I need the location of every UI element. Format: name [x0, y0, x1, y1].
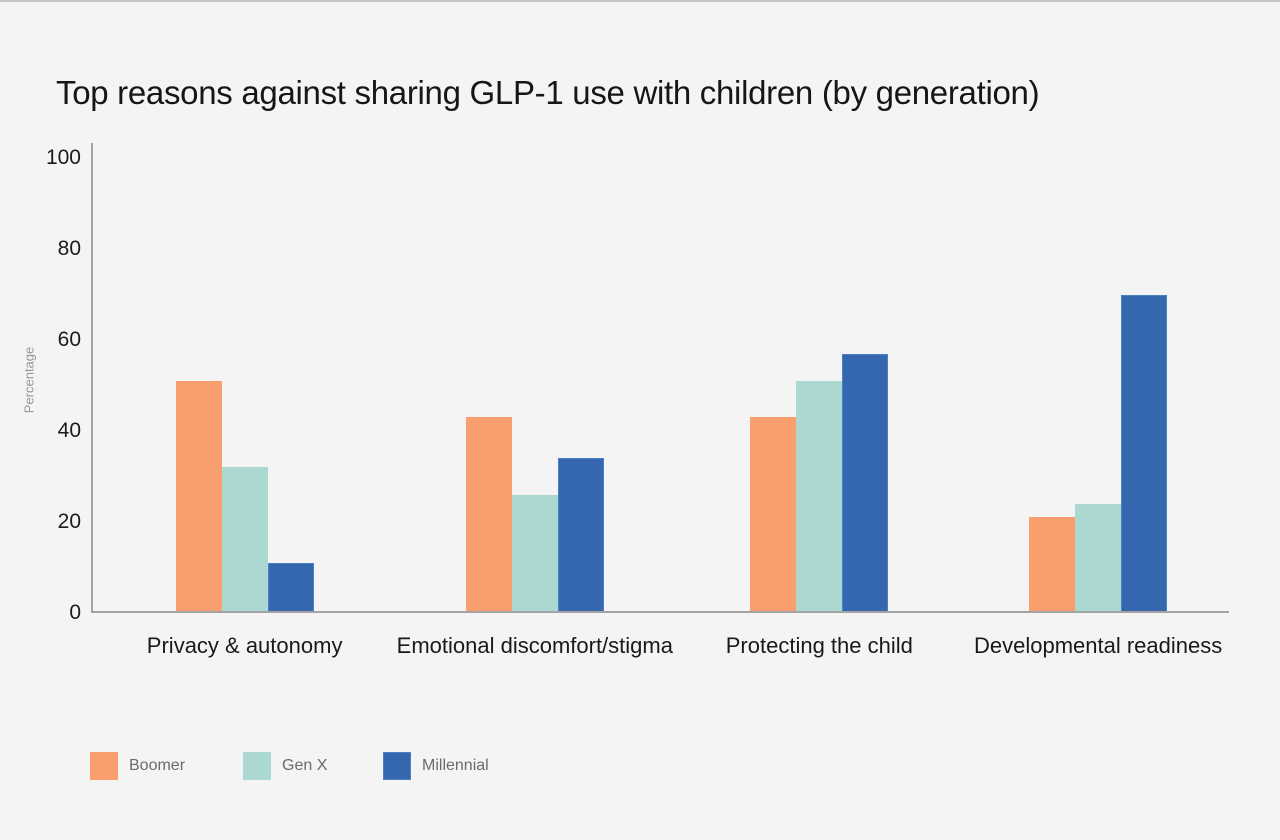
legend-label-boomer: Boomer	[129, 757, 186, 774]
bar-gen-x-protecting-the-child	[796, 380, 843, 613]
y-tick-label-80: 80	[57, 237, 81, 260]
bar-boomer-protecting-the-child	[750, 417, 797, 613]
bar-boomer-developmental-readiness	[1029, 517, 1076, 613]
x-axis: Privacy & autonomy Emotional discomfort/s…	[91, 633, 1229, 663]
chart-title: Top reasons against sharing GLP-1 use wi…	[56, 74, 1040, 112]
bar-boomer-privacy-autonomy	[175, 380, 222, 613]
bar-gen-x-privacy-autonomy	[221, 467, 268, 613]
bar-millennial-protecting-the-child	[842, 353, 889, 613]
y-axis: 0 20 40 60 80 100	[0, 143, 81, 624]
bar-millennial-developmental-readiness	[1121, 294, 1168, 613]
x-axis-line	[91, 611, 1229, 613]
y-tick-label-0: 0	[69, 601, 81, 624]
x-axis-label-developmental-readiness: Developmental readiness	[973, 633, 1223, 658]
plot-area	[91, 143, 1229, 613]
y-tick-label-100: 100	[45, 146, 81, 169]
y-axis-title: Percentage	[21, 346, 37, 414]
x-axis-label-privacy-autonomy: Privacy & autonomy	[146, 633, 343, 658]
x-axis-label-protecting-the-child: Protecting the child	[725, 633, 913, 658]
top-border-line	[0, 0, 1280, 2]
bar-millennial-emotional-discomfort-stigma	[557, 458, 604, 613]
legend-swatch-boomer	[90, 752, 118, 780]
x-axis-label-emotional-discomfort-stigma: Emotional discomfort/stigma	[396, 633, 673, 658]
bar-gen-x-emotional-discomfort-stigma	[511, 494, 558, 613]
legend: Boomer Gen X Millennial	[90, 752, 690, 782]
bar-gen-x-developmental-readiness	[1075, 503, 1122, 613]
legend-item-gen-x: Gen X	[243, 752, 327, 780]
legend-swatch-gen-x	[243, 752, 271, 780]
y-tick-label-60: 60	[57, 328, 81, 351]
y-tick-label-40: 40	[57, 419, 81, 442]
y-tick-label-20: 20	[57, 510, 81, 533]
y-axis-line	[91, 143, 93, 613]
bar-boomer-emotional-discomfort-stigma	[465, 417, 512, 613]
legend-item-millennial: Millennial	[383, 752, 489, 780]
legend-swatch-millennial	[383, 752, 411, 780]
legend-item-boomer: Boomer	[90, 752, 185, 780]
legend-label-gen-x: Gen X	[282, 757, 328, 774]
bar-millennial-privacy-autonomy	[267, 562, 314, 613]
legend-label-millennial: Millennial	[422, 757, 489, 774]
